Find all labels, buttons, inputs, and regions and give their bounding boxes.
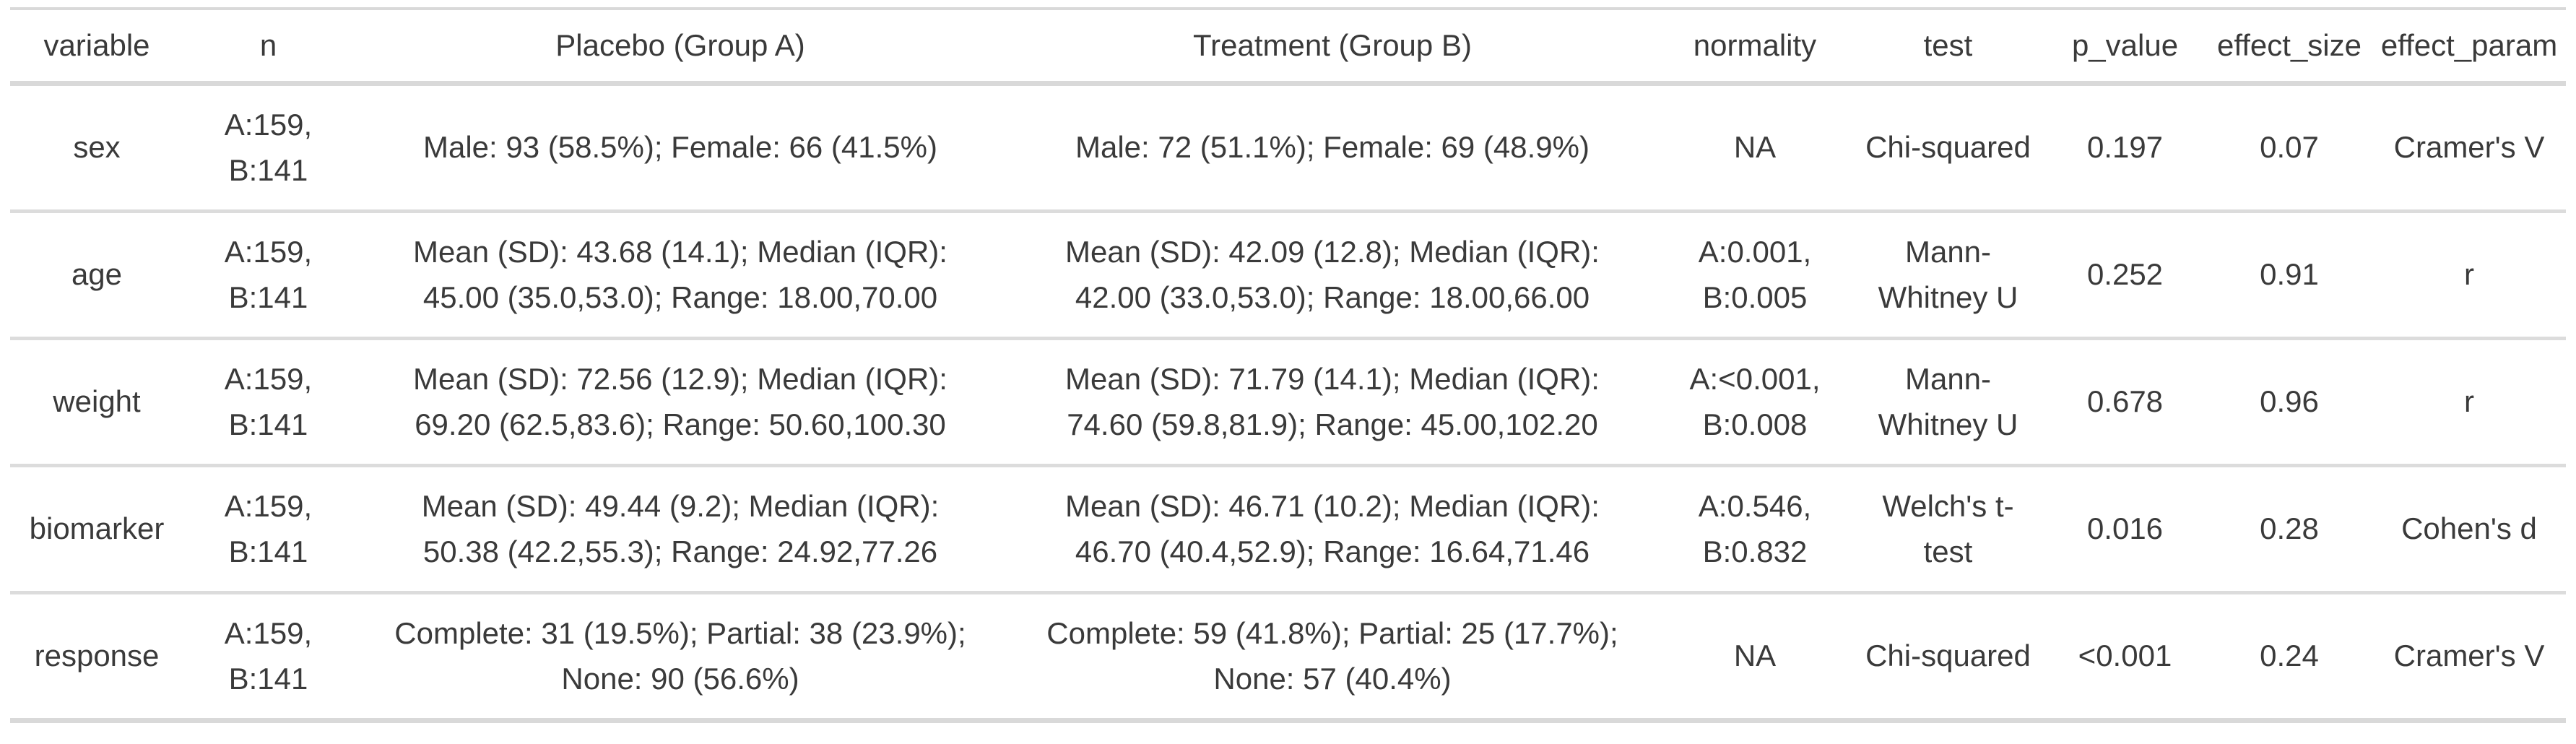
cell-sex-effect-size: 0.07 <box>2206 83 2372 213</box>
cell-biomarker-p-value: 0.016 <box>2044 465 2206 594</box>
cell-biomarker-effect-param: Cohen's d <box>2372 465 2566 594</box>
cell-biomarker-treatment: Mean (SD): 46.71 (10.2); Median (IQR): 4… <box>1007 465 1657 594</box>
col-header-placebo-group-a: Placebo (Group A) <box>353 7 1007 86</box>
cell-weight-p-value: 0.678 <box>2044 338 2206 467</box>
cell-age-n: A:159, B:141 <box>183 211 353 340</box>
cell-sex-normality: NA <box>1657 83 1852 213</box>
cell-weight-treatment: Mean (SD): 71.79 (14.1); Median (IQR): 7… <box>1007 338 1657 467</box>
cell-sex-treatment: Male: 72 (51.1%); Female: 69 (48.9%) <box>1007 83 1657 213</box>
cell-sex-test: Chi-squared <box>1852 83 2044 213</box>
col-header-effect-size: effect_size <box>2206 7 2372 86</box>
col-header-treatment-group-b: Treatment (Group B) <box>1007 7 1657 86</box>
cell-response-placebo: Complete: 31 (19.5%); Partial: 38 (23.9%… <box>353 592 1007 723</box>
cell-biomarker-effect-size: 0.28 <box>2206 465 2372 594</box>
table-row-weight: weight A:159, B:141 Mean (SD): 72.56 (12… <box>10 338 2566 467</box>
cell-biomarker-normality: A:0.546, B:0.832 <box>1657 465 1852 594</box>
cell-weight-variable: weight <box>10 338 183 467</box>
header-row: variable n Placebo (Group A) Treatment (… <box>10 7 2566 86</box>
cell-response-effect-param: Cramer's V <box>2372 592 2566 723</box>
cell-biomarker-n: A:159, B:141 <box>183 465 353 594</box>
cell-age-test: Mann- Whitney U <box>1852 211 2044 340</box>
cell-response-effect-size: 0.24 <box>2206 592 2372 723</box>
cell-weight-effect-param: r <box>2372 338 2566 467</box>
cell-weight-effect-size: 0.96 <box>2206 338 2372 467</box>
summary-statistics-table: variable n Placebo (Group A) Treatment (… <box>10 7 2566 723</box>
cell-sex-variable: sex <box>10 83 183 213</box>
cell-response-variable: response <box>10 592 183 723</box>
cell-weight-n: A:159, B:141 <box>183 338 353 467</box>
cell-biomarker-placebo: Mean (SD): 49.44 (9.2); Median (IQR): 50… <box>353 465 1007 594</box>
col-header-p-value: p_value <box>2044 7 2206 86</box>
cell-age-p-value: 0.252 <box>2044 211 2206 340</box>
cell-sex-n: A:159, B:141 <box>183 83 353 213</box>
col-header-n: n <box>183 7 353 86</box>
cell-biomarker-test: Welch's t- test <box>1852 465 2044 594</box>
cell-sex-placebo: Male: 93 (58.5%); Female: 66 (41.5%) <box>353 83 1007 213</box>
cell-response-p-value: <0.001 <box>2044 592 2206 723</box>
cell-response-n: A:159, B:141 <box>183 592 353 723</box>
col-header-effect-param: effect_param <box>2372 7 2566 86</box>
cell-weight-placebo: Mean (SD): 72.56 (12.9); Median (IQR): 6… <box>353 338 1007 467</box>
cell-biomarker-variable: biomarker <box>10 465 183 594</box>
cell-weight-test: Mann- Whitney U <box>1852 338 2044 467</box>
cell-response-normality: NA <box>1657 592 1852 723</box>
cell-weight-normality: A:<0.001, B:0.008 <box>1657 338 1852 467</box>
cell-age-normality: A:0.001, B:0.005 <box>1657 211 1852 340</box>
table-row-age: age A:159, B:141 Mean (SD): 43.68 (14.1)… <box>10 211 2566 340</box>
cell-age-placebo: Mean (SD): 43.68 (14.1); Median (IQR): 4… <box>353 211 1007 340</box>
col-header-normality: normality <box>1657 7 1852 86</box>
cell-response-test: Chi-squared <box>1852 592 2044 723</box>
cell-sex-effect-param: Cramer's V <box>2372 83 2566 213</box>
cell-response-treatment: Complete: 59 (41.8%); Partial: 25 (17.7%… <box>1007 592 1657 723</box>
cell-age-effect-param: r <box>2372 211 2566 340</box>
cell-age-effect-size: 0.91 <box>2206 211 2372 340</box>
cell-age-variable: age <box>10 211 183 340</box>
cell-sex-p-value: 0.197 <box>2044 83 2206 213</box>
table-row-biomarker: biomarker A:159, B:141 Mean (SD): 49.44 … <box>10 465 2566 594</box>
table-row-sex: sex A:159, B:141 Male: 93 (58.5%); Femal… <box>10 83 2566 213</box>
table-row-response: response A:159, B:141 Complete: 31 (19.5… <box>10 592 2566 723</box>
cell-age-treatment: Mean (SD): 42.09 (12.8); Median (IQR): 4… <box>1007 211 1657 340</box>
col-header-test: test <box>1852 7 2044 86</box>
col-header-variable: variable <box>10 7 183 86</box>
